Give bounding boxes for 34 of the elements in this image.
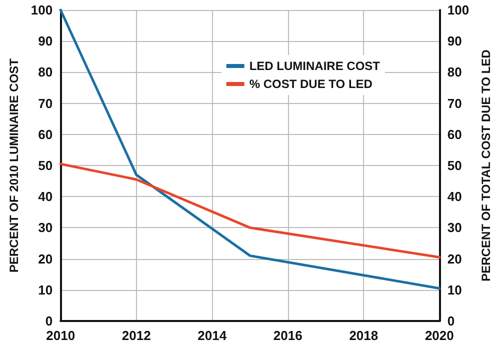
y-tick-label: 90	[38, 34, 53, 49]
y-tick-label: 0	[45, 314, 53, 328]
y-tick-label: 30	[38, 220, 53, 236]
y2-tick-label: 70	[447, 96, 462, 111]
x-tick-label: 2012	[122, 328, 151, 343]
x-tick-label: 2010	[46, 328, 76, 343]
y2-tick-label: 20	[447, 251, 462, 266]
y-tick-label: 10	[38, 282, 53, 298]
y2-tick-label: 90	[447, 34, 462, 49]
y-tick-label: 50	[38, 158, 53, 173]
y-axis-title: PERCENT OF 2010 LUMINAIRE COST	[7, 58, 21, 273]
y2-tick-label: 40	[447, 189, 462, 204]
y2-tick-label: 50	[447, 158, 462, 173]
line-series	[59, 8, 441, 290]
y-tick-label: 100	[30, 2, 53, 18]
y2-tick-label: 100	[447, 2, 470, 18]
legend-label: % COST DUE TO LED	[249, 77, 373, 91]
y2-tick-label: 60	[447, 126, 462, 142]
y-tick-label: 40	[38, 189, 53, 204]
y-tick-label: 80	[38, 64, 53, 80]
x-tick-label: 2014	[198, 328, 228, 343]
x-tick-label: 2016	[273, 328, 302, 343]
x-tick-label: 2020	[424, 328, 454, 343]
x-tick-label: 2018	[349, 328, 378, 343]
y2-tick-label: 0	[447, 314, 455, 328]
y2-axis-title: PERCENT OF TOTAL COST DUE TO LED	[479, 49, 493, 282]
y-tick-label: 60	[38, 126, 53, 142]
y2-tick-label: 80	[447, 64, 462, 80]
y2-tick-label: 10	[447, 282, 462, 298]
y-tick-label: 20	[38, 251, 53, 266]
line-series	[59, 162, 441, 258]
y-tick-label: 70	[38, 96, 53, 111]
legend-label: LED LUMINAIRE COST	[249, 59, 381, 73]
y2-tick-label: 30	[447, 220, 462, 236]
